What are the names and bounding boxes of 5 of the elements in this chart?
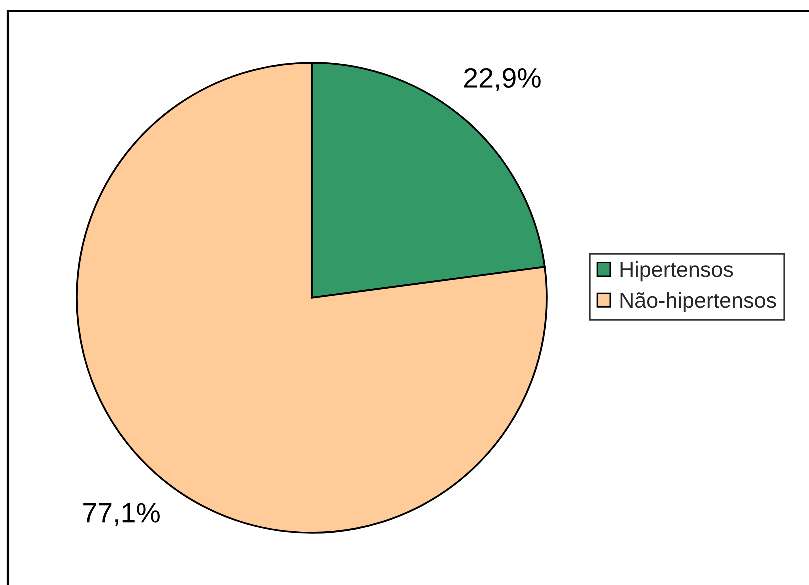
pie-slice — [76, 62, 548, 534]
legend-label: Hipertensos — [620, 262, 734, 282]
data-label: 22,9% — [464, 68, 541, 92]
legend-label: Não-hipertensos — [620, 292, 776, 312]
data-label: 77,1% — [84, 503, 160, 526]
